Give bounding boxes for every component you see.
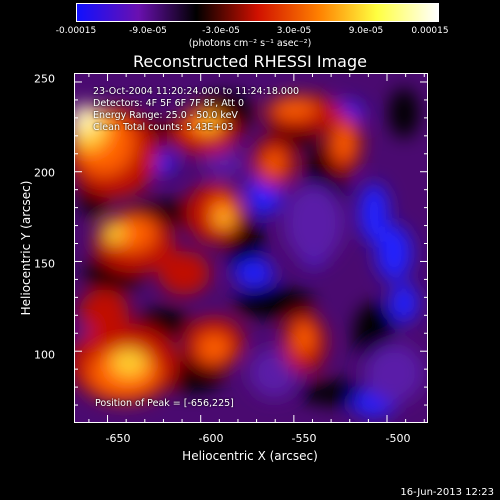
heatmap-blob	[74, 104, 96, 132]
heatmap-blob	[284, 183, 344, 263]
heatmap-blob	[234, 259, 274, 287]
heatmap-blob	[294, 322, 314, 354]
y-tick-label: 250	[34, 72, 55, 86]
heatmap-blob	[334, 125, 354, 161]
y-tick-label: 150	[34, 257, 55, 271]
timestamp: 16-Jun-2013 12:23	[400, 487, 494, 498]
heatmap-blob	[199, 115, 219, 131]
x-tick-label: -550	[291, 432, 317, 445]
heatmap-blob	[389, 88, 419, 138]
colorbar-units: (photons cm⁻² s⁻¹ asec⁻²)	[188, 38, 312, 49]
colorbar-tick: 0.00015	[411, 26, 449, 36]
heatmap-blob	[204, 149, 244, 177]
colorbar-tick: -0.00015	[55, 26, 97, 36]
heatmap-blob	[111, 349, 147, 377]
heatmap-blob	[264, 151, 284, 175]
heatmap-blob	[158, 251, 210, 295]
heatmap-blob	[198, 334, 230, 362]
heatmap-blob	[299, 381, 369, 405]
heatmap-blob	[102, 223, 126, 243]
y-tick-label: 100	[34, 348, 55, 362]
annotation-peak: Position of Peak = [-656,225]	[95, 398, 234, 409]
heatmap-blob	[390, 283, 418, 323]
x-tick-label: -500	[385, 432, 411, 445]
colorbar-tick: 9.0e-05	[348, 26, 384, 36]
colorbar-tick: 3.0e-05	[276, 26, 312, 36]
plot-frame	[74, 73, 428, 423]
heatmap-blob	[234, 288, 314, 318]
x-axis-label: Heliocentric X (arcsec)	[182, 449, 318, 463]
annotation-detectors: Detectors: 4F 5F 6F 7F 8F, Att 0	[93, 98, 245, 109]
heatmap-blob	[216, 210, 232, 226]
annotation-time: 23-Oct-2004 11:20:24.000 to 11:24:18.000	[93, 86, 300, 97]
annotation-counts: Clean Total counts: 5.43E+03	[93, 122, 234, 133]
chart-title: Reconstructed RHESSI Image	[133, 52, 367, 71]
heatmap-blob	[272, 98, 316, 118]
heatmap-blob	[359, 183, 389, 243]
x-tick-label: -600	[198, 432, 224, 445]
colorbar	[76, 3, 439, 22]
colorbar-tick: -3.0e-05	[202, 26, 240, 36]
y-tick-label: 200	[34, 166, 55, 180]
y-axis-label: Heliocentric Y (arcsec)	[19, 180, 33, 316]
heatmap-plot	[74, 73, 428, 423]
x-tick-label: -650	[105, 432, 131, 445]
heatmap-blob	[376, 225, 412, 281]
heatmap-blob	[112, 215, 156, 251]
heatmap-blob	[79, 289, 129, 337]
heatmap-blob	[364, 343, 424, 403]
colorbar-tick: -9.0e-05	[129, 26, 167, 36]
annotation-energy: Energy Range: 25.0 - 50.0 keV	[93, 110, 238, 121]
